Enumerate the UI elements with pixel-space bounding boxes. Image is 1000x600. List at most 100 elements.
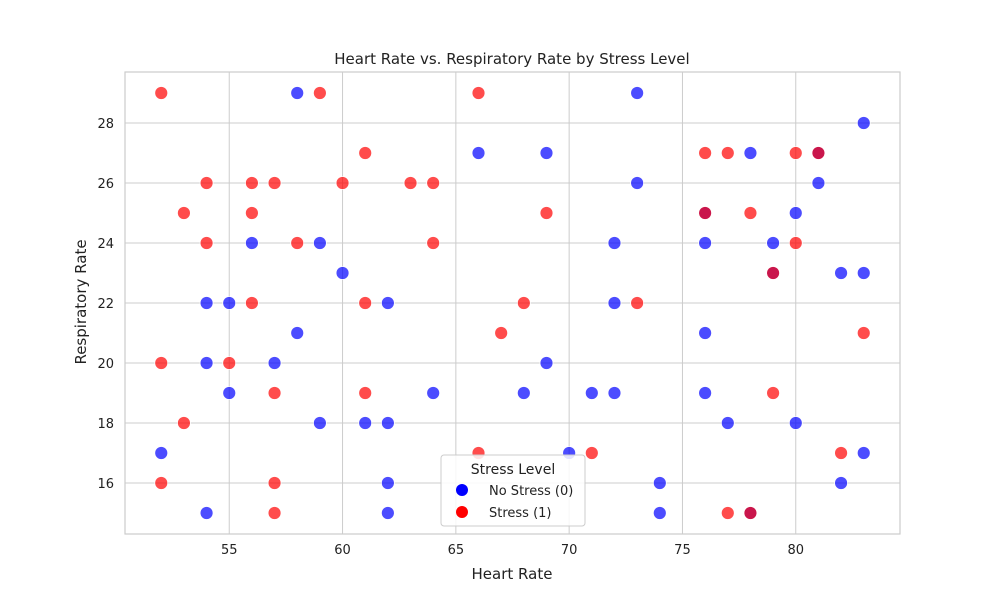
no-stress-point [335,266,350,280]
x-tick-label: 75 [674,543,691,558]
chart-title: Heart Rate vs. Respiratory Rate by Stres… [334,50,689,68]
y-tick-labels: 16 18 20 22 24 26 28 [97,117,114,492]
stress-point [245,296,259,310]
no-stress-point [743,146,758,160]
legend: Stress Level No Stress (0) Stress (1) [440,454,586,527]
no-stress-point [698,236,713,250]
no-stress-point [199,296,214,310]
stress-point [856,326,871,340]
no-stress-point [811,176,826,190]
x-tick-labels: 55 60 65 70 75 80 [221,543,804,558]
no-stress-point [380,476,395,490]
y-tick-label: 16 [97,477,114,492]
stress-point [788,236,803,250]
no-stress-point [788,416,803,430]
no-stress-point [856,266,871,280]
stress-point [426,176,441,190]
x-tick-label: 70 [561,543,578,558]
no-stress-point [290,326,305,340]
data-points [154,86,871,520]
no-stress-point [290,86,305,100]
legend-title: Stress Level [471,462,555,478]
stress-point [222,356,237,370]
stress-point [471,86,486,100]
y-tick-label: 28 [97,117,114,132]
no-stress-point [199,356,214,370]
no-stress-point [312,416,327,430]
no-stress-point [698,326,713,340]
stress-point [766,386,780,400]
no-stress-point [720,416,735,430]
no-stress-point [766,236,780,250]
stress-point [743,206,758,220]
no-stress-point [380,296,395,310]
legend-marker-no-stress [456,484,468,496]
stress-point [630,296,645,310]
no-stress-point [607,236,622,250]
stress-point [358,296,373,310]
stress-point [766,266,780,280]
stress-point [199,176,214,190]
no-stress-point [380,506,395,520]
stress-point [335,176,350,190]
x-tick-label: 55 [221,543,238,558]
no-stress-point [856,446,871,460]
stress-point [267,476,282,490]
no-stress-point [630,86,645,100]
no-stress-point [539,146,554,160]
x-tick-label: 80 [787,543,804,558]
stress-point [245,206,259,220]
no-stress-point [607,386,622,400]
y-axis-label: Respiratory Rate [72,239,90,364]
stress-point [516,296,531,310]
stress-point [539,206,554,220]
legend-label-stress: Stress (1) [489,506,552,521]
no-stress-point [539,356,554,370]
legend-marker-stress [456,506,468,518]
stress-point [267,506,282,520]
stress-point [245,176,259,190]
stress-point [698,146,713,160]
stress-point [403,176,418,190]
stress-point [267,386,282,400]
no-stress-point [652,506,667,520]
stress-point [743,506,758,520]
stress-point [494,326,509,340]
plot-frame [124,71,901,535]
stress-point [358,386,373,400]
stress-point [834,446,848,460]
y-tick-label: 20 [97,357,114,372]
stress-point [720,146,735,160]
legend-label-no-stress: No Stress (0) [489,484,573,499]
no-stress-point [199,506,214,520]
no-stress-point [584,386,599,400]
no-stress-point [380,416,395,430]
no-stress-point [471,146,486,160]
x-axis-label: Heart Rate [472,565,553,583]
no-stress-point [267,356,282,370]
no-stress-point [222,296,237,310]
stress-point [154,356,169,370]
x-tick-label: 60 [334,543,351,558]
stress-point [267,176,282,190]
stress-point [358,146,373,160]
no-stress-point [834,476,848,490]
stress-point [154,476,169,490]
no-stress-point [312,236,327,250]
no-stress-point [358,416,373,430]
no-stress-point [630,176,645,190]
y-tick-label: 22 [97,297,114,312]
y-tick-label: 18 [97,417,114,432]
stress-point [788,146,803,160]
y-tick-label: 24 [97,237,114,252]
stress-point [698,206,713,220]
no-stress-point [834,266,848,280]
no-stress-point [607,296,622,310]
no-stress-point [698,386,713,400]
no-stress-point [222,386,237,400]
no-stress-point [788,206,803,220]
stress-point [426,236,441,250]
no-stress-point [245,236,259,250]
stress-point [154,86,169,100]
